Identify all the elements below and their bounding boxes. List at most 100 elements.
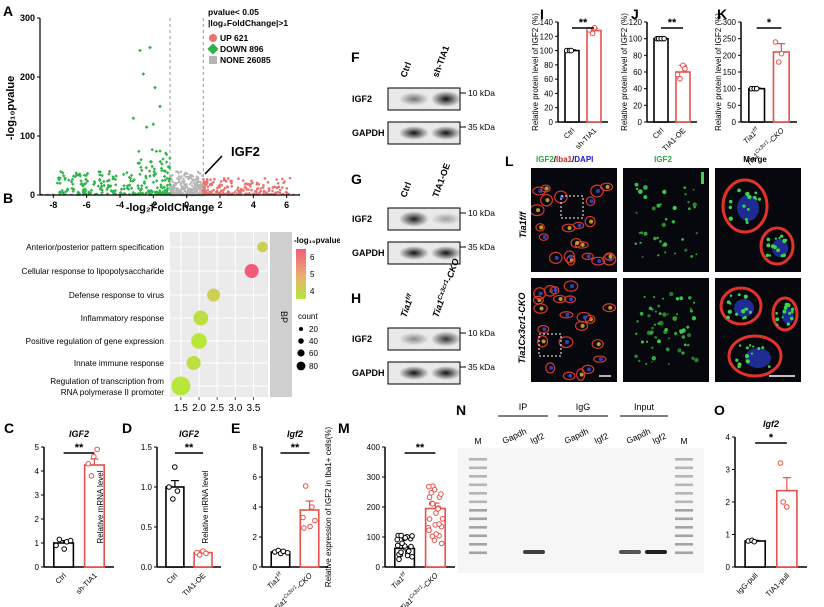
volcano-point-down	[92, 182, 96, 187]
volcano-point-down	[85, 171, 90, 176]
bar-ytick-label: 100	[540, 47, 554, 56]
data-point	[284, 549, 291, 556]
data-point	[745, 538, 752, 544]
dotplot-point	[207, 288, 221, 302]
data-point	[405, 549, 411, 556]
data-point	[589, 30, 596, 37]
volcano-point-down	[70, 186, 74, 191]
iba1-cell	[585, 196, 596, 207]
bar	[165, 486, 185, 568]
gel-marker-label: M	[680, 436, 687, 446]
cell-nucleus	[589, 199, 594, 204]
data-point	[425, 524, 432, 531]
merge-igf2-signal	[767, 365, 771, 369]
volcano-legend-none: NONE 26085	[220, 55, 271, 65]
iba1-cell	[562, 371, 576, 381]
volcano-point-down	[126, 187, 131, 191]
volcano-point-down	[98, 173, 102, 177]
volcano-point-down	[153, 85, 157, 90]
merge-igf2-signal	[726, 315, 730, 320]
data-point	[275, 547, 282, 554]
go-term-label: Innate immune response	[74, 359, 165, 368]
igf2-signal	[648, 306, 653, 311]
igf2-signal	[641, 255, 644, 258]
gapdh-band	[399, 246, 429, 260]
igf2-signal	[683, 343, 687, 347]
volcano-point-down	[129, 173, 134, 178]
colorbar-tick-4: 4	[310, 287, 315, 296]
volcano-point-none	[190, 174, 194, 177]
data-point	[396, 551, 402, 558]
volcano-ytick-label: 0	[30, 190, 35, 200]
volcano-point-up	[263, 177, 267, 180]
bar-ylabel: Relative protein level of IGF2 (%)	[531, 13, 540, 131]
panel-label-i: I	[540, 6, 544, 22]
igf2-signal	[686, 343, 690, 347]
merge-cell-outline	[727, 334, 783, 378]
data-point	[396, 556, 402, 563]
volcano-point-up	[230, 184, 234, 188]
data-point	[658, 35, 665, 42]
volcano-point-down	[141, 72, 146, 76]
volcano-point-down	[144, 125, 149, 129]
cell-nucleus	[598, 357, 603, 362]
volcano-point-down	[82, 191, 86, 196]
igf2-signal	[645, 362, 648, 365]
bar-category-label: Ctrl	[651, 126, 666, 141]
bar-ytick-label: 0	[253, 563, 258, 572]
size-legend-20	[299, 327, 303, 331]
iba1-cell	[564, 295, 577, 304]
iba1-cell	[537, 335, 549, 348]
volcano-point-up	[224, 180, 228, 183]
bar-ytick-label: 80	[544, 61, 553, 70]
volcano-xtick-label: 2	[217, 200, 222, 210]
blot-lane-label: Ctrl	[398, 181, 413, 199]
data-point	[395, 532, 402, 539]
volcano-point-down	[122, 187, 126, 191]
volcano-point-down	[58, 181, 62, 185]
volcano-point-down	[114, 174, 118, 178]
data-point	[426, 494, 433, 501]
igf2-signal	[651, 206, 656, 211]
volcano-point-down	[168, 177, 172, 181]
cell-nucleus	[545, 198, 550, 203]
volcano-point-down	[158, 188, 162, 193]
volcano-point-down	[65, 188, 70, 192]
igf2-signal	[666, 313, 669, 316]
merge-igf2-signal	[775, 311, 778, 315]
iba1-cell	[572, 221, 585, 230]
igf2-signal	[674, 331, 678, 336]
bar-category-label: Tia1Cx3cr1-CKO	[398, 571, 440, 607]
volcano-point-down	[154, 149, 159, 153]
bar	[424, 507, 447, 568]
volcano-point-up	[243, 186, 246, 189]
data-point	[433, 510, 439, 516]
igf2-signal	[659, 240, 662, 243]
data-point	[194, 549, 200, 556]
size-legend-80	[296, 361, 306, 371]
volcano-point-up	[251, 181, 254, 185]
cell-nucleus	[568, 373, 573, 378]
volcano-point-none	[169, 174, 173, 178]
merge-nucleus	[737, 195, 759, 221]
volcano-point-up	[245, 188, 249, 191]
igf2-signal	[681, 238, 684, 241]
merge-igf2-signal	[745, 359, 750, 364]
volcano-point-down	[146, 189, 151, 193]
microscopy-row2-label: Tia1Cx3cr1-CKO	[517, 292, 527, 364]
igf2-signal	[634, 354, 638, 359]
igf2-signal	[688, 207, 691, 211]
volcano-point-none	[197, 171, 200, 174]
bar-ylabel: Relative protein level of IGF2 (%)	[620, 13, 629, 131]
volcano-point-none	[190, 184, 194, 188]
volcano-point-none	[177, 175, 181, 178]
data-point	[432, 522, 439, 528]
igf2-signal	[654, 335, 658, 339]
volcano-point-down	[87, 191, 91, 196]
data-point	[783, 504, 790, 510]
volcano-point-down	[159, 183, 163, 187]
volcano-point-down	[150, 164, 154, 169]
microscopy-row1-label-box: Tia1f/f	[515, 195, 529, 255]
panel-label-m: M	[338, 420, 350, 436]
